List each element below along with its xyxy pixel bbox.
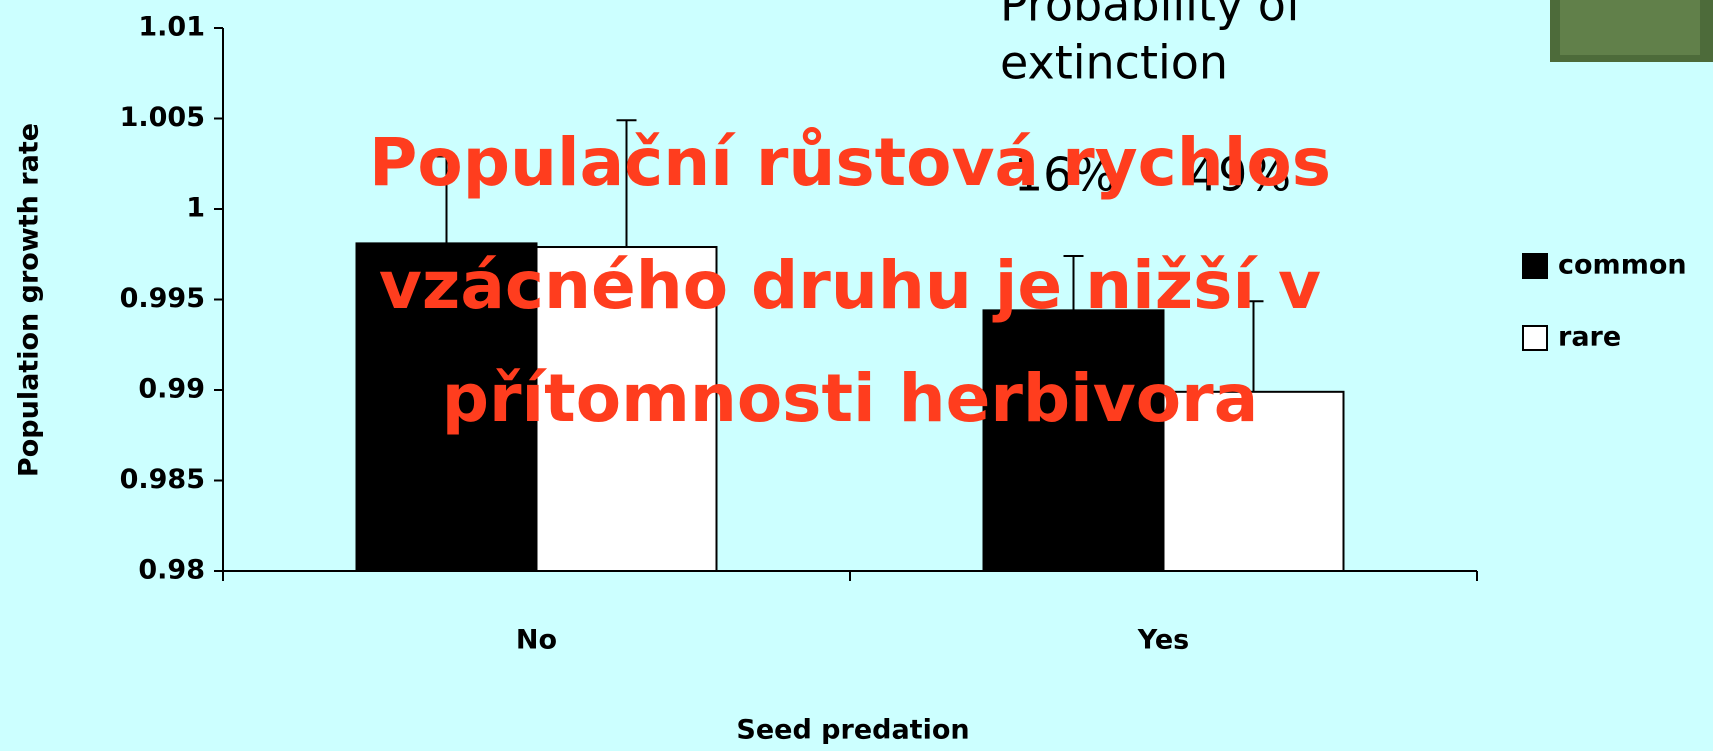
y-tick-label: 1 xyxy=(186,193,205,224)
legend-swatch xyxy=(1523,254,1547,278)
bar xyxy=(984,310,1164,571)
y-tick-label: 1.005 xyxy=(120,102,205,133)
x-tick-label: No xyxy=(516,625,557,656)
legend-swatch xyxy=(1523,326,1547,350)
y-tick-label: 0.985 xyxy=(120,464,205,495)
plot: 0.98 0.985 0.99 0.995 1 1.005 1.01 No Yes common r… xyxy=(120,12,1687,656)
slide: 0.98 0.985 0.99 0.995 1 1.005 1.01 No Yes common r… xyxy=(0,0,1713,751)
overlay-text: vzácného druhu je nižší v xyxy=(379,247,1321,324)
annotation: extinction xyxy=(1000,36,1228,90)
photo-detail xyxy=(1560,0,1700,55)
overlay-text: přítomnosti herbivora xyxy=(442,360,1258,437)
y-tick-label: 0.99 xyxy=(138,374,205,405)
y-tick-label: 0.98 xyxy=(138,555,205,586)
y-tick-label: 0.995 xyxy=(120,283,205,314)
x-tick-label: Yes xyxy=(1137,625,1189,656)
y-axis-label: Population growth rate xyxy=(14,123,45,477)
overlay: Populační růstová rychlos vzácného druhu… xyxy=(369,124,1331,437)
legend-label: rare xyxy=(1558,322,1621,353)
y-tick-label: 1.01 xyxy=(138,12,205,43)
x-axis-label: Seed predation xyxy=(736,715,969,746)
annotation: Probability of xyxy=(1000,0,1304,32)
legend-label: common xyxy=(1558,250,1687,281)
overlay-text: Populační růstová rychlos xyxy=(369,124,1331,201)
